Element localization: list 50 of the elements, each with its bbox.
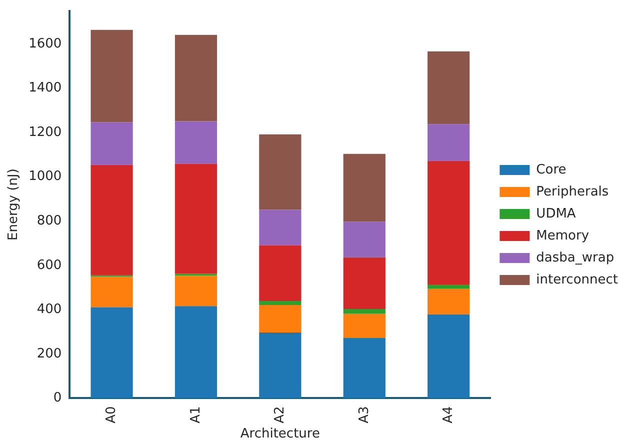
bar bbox=[90, 30, 133, 122]
legend-label: Memory bbox=[536, 228, 590, 244]
bar bbox=[174, 306, 218, 398]
bar bbox=[428, 160, 470, 284]
y-tick-label: 600 bbox=[36, 258, 62, 273]
bar bbox=[343, 338, 386, 398]
y-tick-label: 400 bbox=[36, 302, 62, 318]
bar bbox=[343, 309, 386, 314]
x-tick-label: A3 bbox=[356, 406, 372, 424]
x-tick-label: A2 bbox=[272, 406, 288, 424]
legend-label: dasba_wrap bbox=[536, 250, 614, 266]
bar bbox=[259, 210, 302, 246]
bar bbox=[90, 164, 133, 276]
x-tick-label: A1 bbox=[188, 406, 204, 424]
y-axis-title: Energy (nJ) bbox=[6, 168, 22, 240]
y-tick-label: 1000 bbox=[28, 169, 62, 184]
y-tick-label: 1200 bbox=[28, 124, 62, 140]
bar bbox=[174, 34, 218, 122]
bar bbox=[428, 314, 470, 398]
legend-label: Peripherals bbox=[536, 184, 609, 200]
bar bbox=[428, 288, 470, 314]
legend-label: Core bbox=[536, 162, 566, 178]
y-tick-label: 1400 bbox=[28, 80, 62, 96]
y-tick-label: 1600 bbox=[28, 36, 62, 52]
bar bbox=[259, 332, 302, 398]
bar bbox=[343, 313, 386, 338]
bar bbox=[90, 307, 133, 398]
y-tick-label: 0 bbox=[53, 390, 62, 406]
bar bbox=[174, 164, 218, 274]
y-tick-label: 800 bbox=[36, 213, 62, 228]
x-axis-title: Architecture bbox=[240, 426, 320, 442]
bar bbox=[343, 154, 386, 222]
bar bbox=[259, 134, 302, 210]
bar bbox=[428, 51, 470, 124]
bar bbox=[90, 122, 133, 165]
bar bbox=[174, 121, 218, 164]
x-tick-label: A4 bbox=[440, 406, 456, 424]
bar bbox=[428, 284, 470, 289]
legend-label: interconnect bbox=[536, 272, 618, 288]
bar bbox=[343, 222, 386, 258]
y-tick-label: 200 bbox=[36, 346, 62, 362]
bar bbox=[259, 301, 302, 306]
x-tick-label: A0 bbox=[104, 406, 120, 424]
bar bbox=[259, 245, 302, 302]
bar bbox=[174, 276, 218, 306]
bar bbox=[428, 124, 470, 161]
bar bbox=[90, 276, 133, 308]
bar bbox=[259, 305, 302, 332]
legend-label: UDMA bbox=[536, 206, 576, 222]
bar bbox=[343, 257, 386, 310]
